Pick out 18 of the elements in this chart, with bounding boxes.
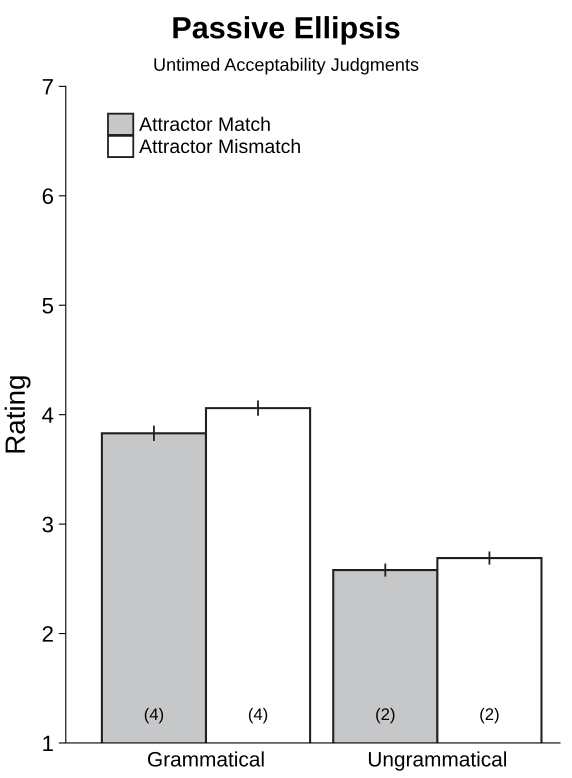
annotation: (2) [480, 708, 499, 724]
y-tick-label: 1 [43, 736, 53, 752]
annotation: (4) [144, 708, 164, 724]
y-tick-label: 5 [42, 298, 54, 314]
chart-subtitle: Untimed Acceptability Judgments [154, 58, 418, 75]
annotation: (2) [376, 708, 394, 724]
y-tick-label: 2 [42, 626, 53, 642]
x-tick-label: Ungrammatical [368, 751, 506, 771]
y-tick-label: 6 [42, 188, 53, 204]
chart-title: Passive Ellipsis [173, 16, 400, 45]
y-tick-label: 7 [42, 79, 53, 94]
y-tick-label: 3 [42, 516, 53, 532]
x-tick-label: Grammatical [148, 751, 264, 767]
y-tick-label: 4 [42, 407, 54, 423]
y-axis-title: Rating [4, 376, 31, 453]
legend-label: Attractor Mismatch [139, 138, 300, 154]
legend-label: Attractor Match [139, 116, 270, 132]
annotation: (4) [248, 708, 268, 724]
